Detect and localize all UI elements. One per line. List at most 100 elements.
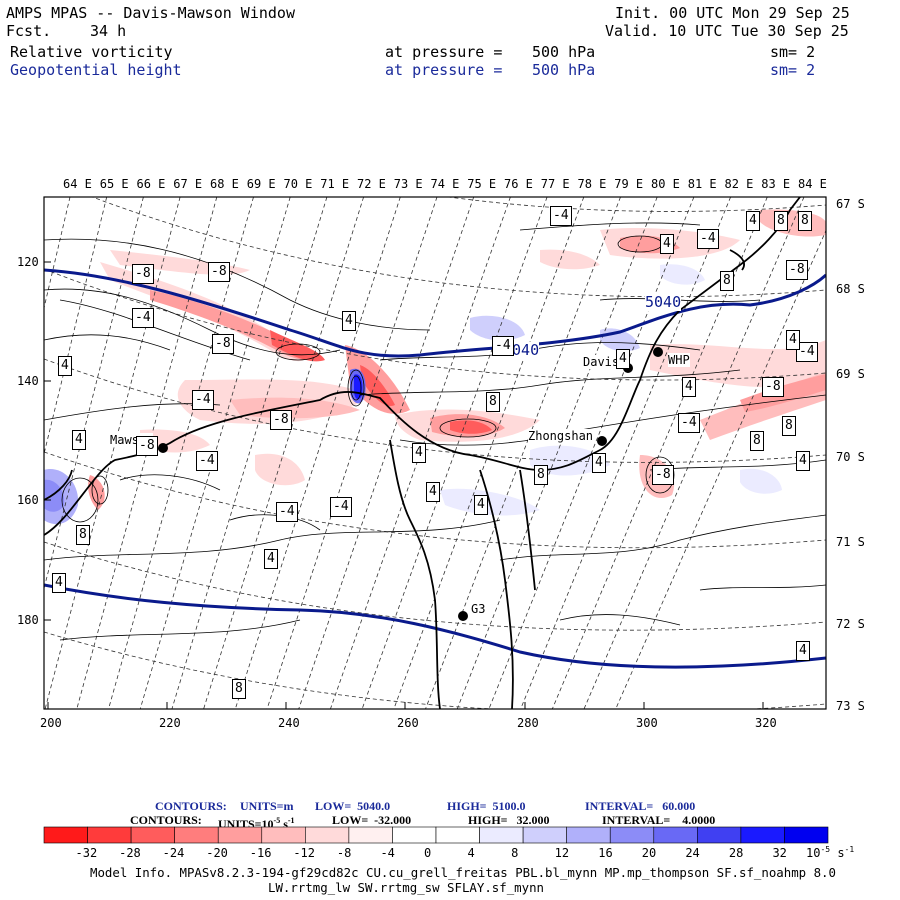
x-axis-tick-label: 220: [159, 716, 181, 730]
parallel-line: [44, 541, 826, 631]
vorticity-shading-negative: [88, 209, 826, 510]
geopotential-height-contours: [44, 268, 826, 669]
latitude-label: 71 S: [836, 535, 865, 549]
longitude-label: 69 E: [246, 177, 276, 191]
meridian-line: [615, 229, 826, 709]
legend-vort-contours: CONTOURS:: [130, 813, 202, 827]
vorticity-contour-label: -4: [192, 390, 214, 410]
field-1-pressure-value: 500 hPa: [532, 43, 596, 61]
field-2-name: Geopotential height: [10, 61, 182, 79]
parallel-line: [44, 268, 826, 381]
legend-vort-low: LOW= -32.000: [332, 813, 412, 827]
vorticity-contour-label: 4: [592, 453, 606, 473]
meridian-line: [298, 197, 475, 709]
y-axis-tick-label: 180: [17, 613, 39, 627]
parallel-line: [44, 358, 826, 463]
vorticity-contour-label: -4: [330, 497, 352, 517]
vorticity-contour-label: -4: [492, 336, 514, 356]
meridian-line: [425, 197, 621, 709]
x-axis-tick-label: 260: [397, 716, 419, 730]
vorticity-contour-label: -8: [212, 334, 234, 354]
vorticity-contour-label: 4: [412, 443, 426, 463]
vorticity-contour-label: 4: [72, 430, 86, 450]
vorticity-contour-label: 8: [774, 211, 788, 231]
meridian-line: [520, 197, 731, 709]
legend-height-high: HIGH= 5100.0: [447, 799, 526, 813]
x-axis-tick-label: 320: [755, 716, 777, 730]
vorticity-contour-label: 4: [682, 377, 696, 397]
vorticity-contour-label: 8: [720, 271, 734, 291]
legend-vort-high: HIGH= 32.000: [468, 813, 550, 827]
vorticity-contour-label: 4: [58, 356, 72, 376]
field-1-smooth: sm= 2: [770, 43, 816, 61]
meridian-line: [171, 197, 328, 709]
vorticity-contour-label: -8: [136, 436, 158, 456]
station-g3-label: G3: [471, 602, 486, 616]
colorbar-tick-label: -16: [249, 846, 272, 860]
vorticity-contour-label: 4: [264, 549, 278, 569]
vorticity-contour-label: 8: [232, 679, 246, 699]
latitude-label: 70 S: [836, 450, 865, 464]
colorbar-tick-label: -24: [162, 846, 185, 860]
longitude-label: 76 E: [504, 177, 533, 191]
longitude-label: 75 E: [467, 177, 497, 191]
meridian-line: [393, 197, 585, 709]
latitude-label: 67 S: [836, 197, 865, 211]
field-1-name: Relative vorticity: [10, 43, 173, 61]
meridian-line: [583, 197, 805, 709]
vorticity-contour-label: -8: [132, 264, 154, 284]
vorticity-contour-label: 4: [426, 482, 440, 502]
map-frame: [43, 196, 827, 710]
colorbar-tick-label: 12: [554, 846, 570, 860]
meridian-line: [44, 197, 71, 310]
valid-time: Valid. 10 UTC Tue 30 Sep 25: [605, 22, 849, 40]
longitude-label: 84 E: [798, 177, 827, 191]
colorbar-tick-label: 4: [467, 846, 475, 860]
colorbar-tick-label: 28: [728, 846, 744, 860]
colorbar-tick-label: -20: [206, 846, 228, 860]
longitude-label: 73 E: [393, 177, 423, 191]
y-axis-tick-label: 160: [17, 493, 39, 507]
parallel-line: [44, 451, 826, 549]
field-1-pressure-label: at pressure =: [385, 43, 503, 61]
axis-ticks: [44, 261, 764, 709]
longitude-label: 80 E: [651, 177, 680, 191]
init-time: Init. 00 UTC Mon 29 Sep 25: [615, 4, 850, 22]
longitude-label: 71 E: [320, 177, 350, 191]
colorbar-tick-label: 32: [772, 846, 787, 860]
latitude-label: 69 S: [836, 367, 865, 381]
colorbar-unit-label: 10-5 s-1: [806, 845, 855, 860]
vorticity-contour-label: -8: [208, 262, 230, 282]
colorbar-tick-label: 20: [641, 846, 657, 860]
forecast-label: Fcst.: [6, 22, 52, 40]
vorticity-contour-label: 4: [616, 349, 630, 369]
legend-vort-interval: INTERVAL= 4.0000: [602, 813, 716, 827]
x-axis-tick-label: 280: [517, 716, 539, 730]
field-2-smooth: sm= 2: [770, 61, 816, 79]
colorbar-tick-label: 16: [598, 846, 613, 860]
vorticity-contour-label: 8: [750, 431, 764, 451]
longitude-label: 64 E: [63, 177, 92, 191]
longitude-label: 74 E: [430, 177, 460, 191]
legend-vort-units: UNITS=10-5 s-1: [218, 816, 295, 831]
meridian-line: [488, 197, 695, 709]
vorticity-contour-label: 8: [534, 465, 548, 485]
vorticity-contour-label: 8: [782, 416, 796, 436]
meridian-line: [76, 197, 218, 709]
parallel-line: [44, 631, 826, 709]
longitude-label: 67 E: [173, 177, 203, 191]
longitude-label: 83 E: [761, 177, 791, 191]
vorticity-contour-label: 4: [786, 330, 800, 350]
product-title: AMPS MPAS -- Davis-Mawson Window: [6, 4, 295, 22]
vorticity-contour-label: 4: [52, 573, 66, 593]
longitude-label: 78 E: [577, 177, 607, 191]
longitude-label: 81 E: [687, 177, 717, 191]
vorticity-contour-label: 4: [660, 234, 674, 254]
longitude-label: 70 E: [283, 177, 313, 191]
vorticity-contour-label: 4: [342, 311, 356, 331]
latitude-label: 68 S: [836, 282, 865, 296]
vorticity-contour-label: -4: [796, 342, 818, 362]
vorticity-shading-positive: [44, 264, 782, 525]
legend-height-interval: INTERVAL= 60.000: [585, 799, 696, 813]
